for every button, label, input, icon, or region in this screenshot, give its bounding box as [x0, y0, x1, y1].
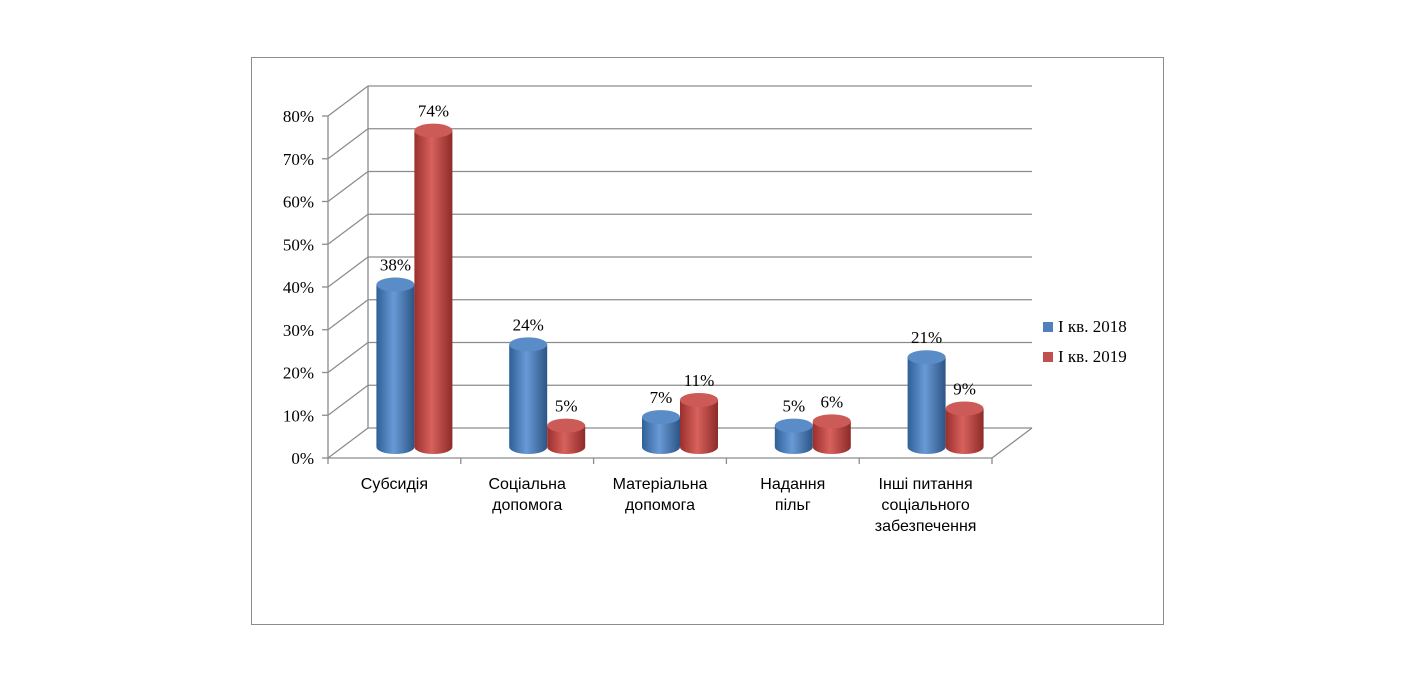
- bar-1-4: [945, 401, 984, 455]
- y-tick-label: 80%: [283, 107, 314, 126]
- y-tick-label: 10%: [283, 406, 314, 425]
- bar-0-2: [642, 410, 680, 454]
- data-labels: 38% 74% 24% 5% 7% 11% 5% 6% 21% 9%: [380, 102, 976, 416]
- category-label: Надання пільг: [760, 476, 826, 514]
- bar-top: [907, 350, 946, 365]
- bar-1-1: [547, 418, 586, 455]
- bar-top: [642, 410, 680, 425]
- bar-1-0: [414, 123, 453, 455]
- gridline-diagonal: [327, 299, 369, 331]
- bar-body: [414, 130, 453, 455]
- bar-top: [376, 277, 415, 292]
- legend-item-2018: I кв. 2018: [1043, 312, 1127, 342]
- data-label: 11%: [684, 371, 715, 390]
- bar-body: [812, 421, 851, 455]
- data-label: 24%: [513, 315, 544, 334]
- gridline-diagonal: [327, 213, 369, 245]
- gridline-diagonal: [327, 170, 369, 203]
- bar-0-0: [376, 277, 415, 455]
- bar-0-1: [509, 337, 548, 455]
- bar-body: [547, 425, 586, 455]
- bars: [376, 123, 984, 455]
- data-label: 7%: [650, 388, 673, 407]
- data-label: 6%: [820, 392, 843, 411]
- bar-body: [376, 284, 415, 455]
- floor-edge: [991, 427, 1033, 459]
- bar-body: [774, 425, 813, 455]
- bar-top: [547, 418, 586, 433]
- data-label: 5%: [782, 397, 805, 416]
- gridline-diagonal: [327, 256, 369, 288]
- bar-top: [774, 418, 813, 433]
- bar-body: [945, 408, 984, 455]
- bar-1-3: [812, 414, 851, 455]
- legend-swatch-2018: [1043, 322, 1053, 332]
- bar-top: [945, 401, 984, 416]
- legend-label-2018: I кв. 2018: [1058, 317, 1127, 336]
- bar-0-3: [774, 418, 813, 455]
- y-tick-label: 0%: [291, 449, 314, 468]
- gridline-diagonal: [327, 341, 369, 374]
- bar-top: [680, 392, 718, 407]
- y-tick-label: 70%: [283, 150, 314, 169]
- legend: I кв. 2018 I кв. 2019: [1043, 312, 1127, 372]
- bar-0-4: [907, 350, 946, 455]
- category-label: Інші питання соціального забезпечення: [874, 476, 977, 535]
- bar-top: [509, 337, 548, 352]
- data-label: 5%: [555, 397, 578, 416]
- y-tick-label: 60%: [283, 193, 314, 212]
- bar-body: [907, 357, 946, 455]
- legend-swatch-2019: [1043, 352, 1053, 362]
- y-tick-label: 30%: [283, 321, 314, 340]
- y-tick-label: 40%: [283, 278, 314, 297]
- data-label: 9%: [953, 380, 976, 399]
- bar-body: [509, 344, 548, 455]
- bar-top: [812, 414, 851, 429]
- bar-body: [680, 399, 718, 454]
- y-tick-label: 50%: [283, 235, 314, 254]
- data-label: 74%: [418, 102, 449, 121]
- axes: 0% 10% 20% 30% 40% 50% 60% 70% 80%: [283, 85, 1033, 468]
- y-tick-label: 20%: [283, 364, 314, 383]
- bar-top: [414, 123, 453, 138]
- category-label: Матеріальна допомога: [612, 476, 708, 514]
- gridline-diagonal: [327, 85, 369, 117]
- legend-label-2019: I кв. 2019: [1058, 347, 1127, 366]
- bar-body: [642, 417, 680, 454]
- gridline-diagonal: [327, 384, 369, 416]
- gridline-diagonal: [327, 128, 369, 160]
- category-label: Соціальна допомога: [488, 476, 566, 514]
- data-label: 38%: [380, 256, 411, 275]
- legend-item-2019: I кв. 2019: [1043, 342, 1127, 372]
- bar-1-2: [680, 392, 718, 454]
- data-label: 21%: [911, 328, 942, 347]
- category-label: Субсидія: [360, 476, 428, 493]
- gridline-diagonal: [327, 427, 369, 459]
